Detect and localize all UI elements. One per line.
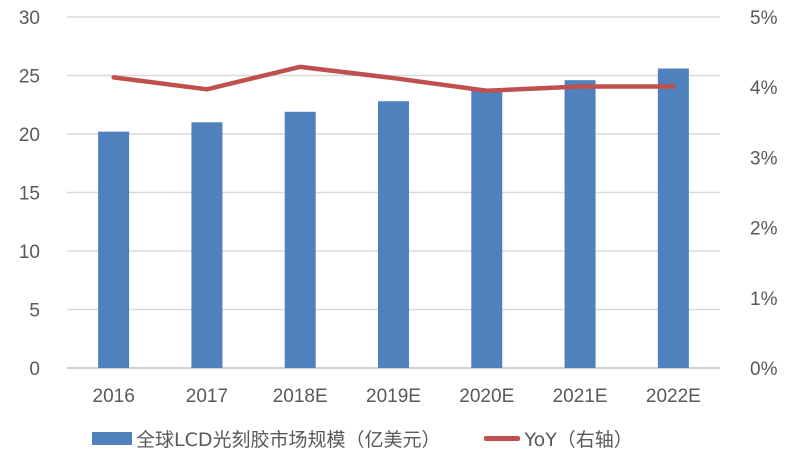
bar-2019E [378, 101, 409, 369]
right-tick-label: 3% [750, 148, 778, 169]
legend-item-market-size: 全球LCD光刻胶市场规模（亿美元） [92, 425, 440, 452]
left-tick-label: 20 [19, 125, 40, 146]
right-tick-label: 1% [750, 289, 778, 310]
left-tick-label: 15 [19, 184, 40, 205]
x-tick-label: 2019E [366, 386, 421, 407]
right-tick-label: 2% [750, 219, 778, 240]
left-tick-label: 10 [19, 242, 40, 263]
right-tick-label: 4% [750, 78, 778, 99]
bar-2022E [657, 68, 689, 368]
legend-item-yoy: YoY（右轴） [484, 425, 633, 452]
left-tick-label: 25 [19, 67, 40, 88]
bar-2021E [564, 80, 596, 369]
legend: 全球LCD光刻胶市场规模（亿美元） YoY（右轴） [92, 425, 633, 452]
x-tick-label: 2022E [646, 386, 701, 407]
left-tick-label: 30 [19, 8, 40, 29]
x-tick-label: 2016 [93, 386, 135, 407]
bar-2018E [284, 111, 316, 369]
x-tick-label: 2021E [553, 386, 608, 407]
legend-swatch-bar [92, 432, 132, 445]
x-tick-label: 2017 [186, 386, 228, 407]
legend-label-market-size: 全球LCD光刻胶市场规模（亿美元） [136, 429, 441, 451]
bar-2017 [191, 122, 223, 368]
bar-2020E [471, 90, 503, 369]
right-tick-label: 0% [750, 359, 778, 380]
right-tick-label: 5% [750, 8, 778, 29]
left-tick-label: 5 [29, 301, 40, 322]
bar-2016 [98, 131, 130, 368]
legend-swatch-line [484, 436, 521, 441]
yoy-line [111, 64, 676, 93]
legend-label-yoy: YoY（右轴） [524, 429, 633, 451]
x-tick-label: 2018E [273, 386, 328, 407]
x-tick-label: 2020E [459, 386, 514, 407]
left-tick-label: 0 [29, 359, 40, 380]
